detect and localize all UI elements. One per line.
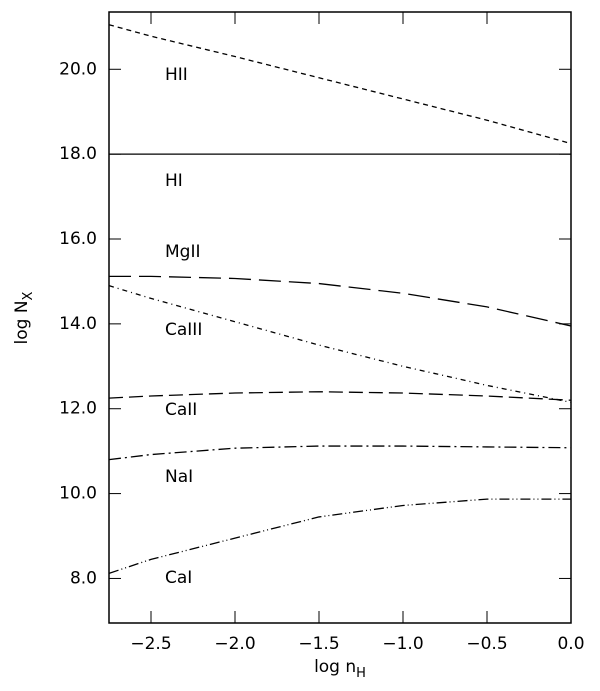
series-label: HI: [165, 171, 183, 191]
series-line: [108, 445, 572, 461]
y-tick-label: 12.0: [59, 399, 97, 419]
y-tick-label: 16.0: [59, 229, 97, 249]
series-line: [108, 498, 571, 574]
x-tick-label: −1.5: [298, 634, 339, 654]
series-label: NaI: [165, 467, 193, 487]
series-label: CaII: [165, 400, 197, 420]
series-line: [109, 275, 572, 327]
series-line: [108, 24, 572, 145]
x-tick-label: −2.5: [130, 634, 171, 654]
series-label: CaIII: [165, 320, 202, 340]
x-tick-label: −2.0: [214, 634, 255, 654]
x-tick-label: −1.0: [382, 634, 423, 654]
series-label: CaI: [165, 568, 192, 588]
y-tick-label: 10.0: [59, 484, 97, 504]
x-tick-label: −0.5: [466, 634, 507, 654]
series-line: [108, 285, 572, 403]
x-tick-label: 0.0: [557, 634, 584, 654]
y-tick-label: 18.0: [59, 144, 97, 164]
plot-frame: [108, 11, 572, 624]
series-label: HII: [165, 65, 188, 85]
x-axis-label: log nH: [314, 657, 366, 681]
y-axis-label: log NX: [12, 291, 36, 344]
series-label: MgII: [165, 242, 201, 262]
y-tick-label: 20.0: [59, 59, 97, 79]
series-line: [108, 391, 572, 401]
y-tick-label: 8.0: [70, 568, 97, 588]
y-tick-label: 14.0: [59, 314, 97, 334]
